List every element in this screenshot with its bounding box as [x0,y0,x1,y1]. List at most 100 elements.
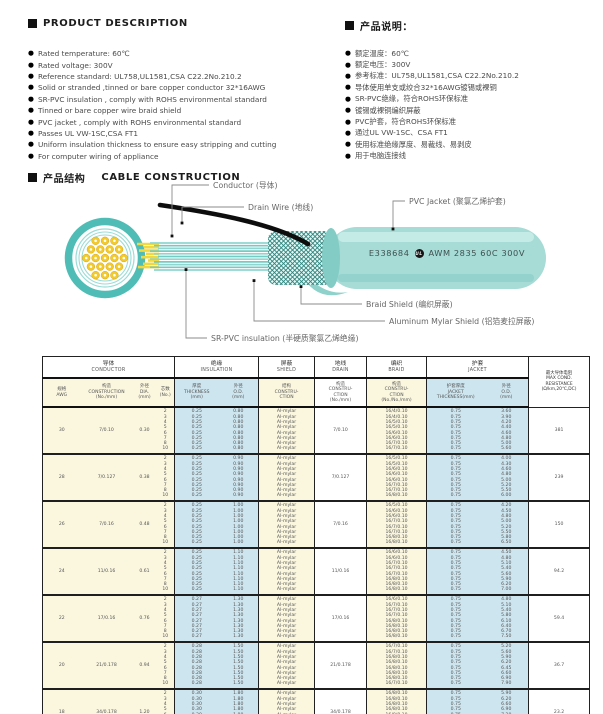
bullet-text: 额定温度：60℃ [354,48,409,58]
conductor-dia: 1.20 [132,689,157,714]
bullet-icon: ● [345,60,351,69]
col-sub-header: 构造 CONSTRU- CTION (No./mm) [314,377,367,408]
bullet-text: 使用标准绝缘厚度、易裁线、易剥皮 [354,139,472,149]
col-group-insulation: 绝缘 INSULATION [174,356,260,379]
bullet-item: ● 导体使用单支或绞合32*16AWG镀锡或裸铜 [345,82,519,93]
braid-construction: 16/6/0.10 16/7/0.10 16/7/0.10 16/7/0.10 16/8… [366,595,427,643]
bullet-icon: ● [28,117,34,126]
bullet-text: 参考标准：UL758,UL1581,CSA C22.2No.210.2 [354,71,519,81]
drain-construction: 11/0.16 [314,548,367,596]
bullet-text: PVC jacket , comply with ROHS environmen… [37,117,242,127]
jacket-od: 4.00 4.30 4.60 4.80 5.00 5.20 5.50 6.00 [484,454,529,502]
max-resistance: 239 [528,454,590,502]
braid-shield-graphic [268,231,332,285]
cable-cutaway [137,202,546,296]
conductor-dia: 0.76 [132,595,157,643]
conductor-dia: 0.30 [132,407,157,455]
braid-construction: 16/5/0.10 16/5/0.10 16/6/0.10 16/6/0.10 16/6… [366,454,427,502]
bullet-item: ● 额定温度：60℃ [345,48,519,59]
insulation-od: 0.90 0.90 0.90 0.90 0.90 0.90 0.90 0.90 [218,454,259,502]
insulation-od: 1.00 1.00 1.00 1.00 1.00 1.00 1.00 1.00 [218,501,259,549]
drain-construction: 7/0.10 [314,407,367,455]
bullet-item: ● 用于电脑连接线 [345,151,519,162]
bullet-icon: ● [28,60,34,69]
insulation-thickness: 0.25 0.25 0.25 0.25 0.25 0.25 0.25 0.25 [174,454,219,502]
bullet-item: ● Tinned or bare copper wire braid shield [28,105,276,116]
pvc-jacket-label: PVC Jacket (聚氯乙烯护套) [409,197,506,206]
product-description-list: ● Rated temperature: 60℃ ● Rated voltage: 3… [28,48,276,162]
bullet-icon: ● [345,129,351,138]
bullet-text: SR-PVC绝缘，符合ROHS环保标准 [354,94,469,104]
spec-table: 导体 CONDUCTOR 绝缘 INSULATION 屏蔽 SHIELD 地线 DRAIN 编织… [41,356,591,714]
bullet-icon: ● [345,140,351,149]
bullet-text: For computer wiring of appliance [37,151,159,161]
max-resistance: 36.7 [528,642,590,690]
max-resistance: 94.2 [528,548,590,596]
bullet-item: ● Uniform insulation thickness to ensure … [28,139,276,150]
jacket-od: 5.906.206.606.907.207.507.808.20 [484,689,529,714]
product-description-title: PRODUCT DESCRIPTION [43,18,188,29]
insulation-od: 0.80 0.80 0.80 0.80 0.80 0.80 0.80 0.80 [218,407,259,455]
construction-title-en: CABLE CONSTRUCTION [101,172,241,183]
max-resistance: 381 [528,407,590,455]
jacket-shade [338,274,534,282]
bullet-text: Rated temperature: 60℃ [37,49,130,59]
bullet-text: 通过UL VW-1SC、CSA FT1 [354,128,448,138]
insulation-od: 1.10 1.10 1.10 1.10 1.10 1.10 1.10 1.10 [218,548,259,596]
bullet-item: ● 额定电压：300V [345,59,519,70]
bullet-text: Solid or stranded ,tinned or bare copper… [37,83,266,93]
insulation-od: 1.801.801.801.801.801.801.801.80 [218,689,259,714]
leader-lines [171,184,405,339]
awg-value: 20 [42,642,81,690]
bullet-text: 镀锡或裸铜编织屏蔽 [354,105,421,115]
cable-marking: E338684 UL AWM 2835 60C 300V [352,248,542,258]
ul-file-number: E338684 [368,248,410,258]
conductor-construction: 17/0.16 [80,595,133,643]
bullet-text: Passes UL VW-1SC,CSA FT1 [37,128,138,138]
product-description-heading: PRODUCT DESCRIPTION [28,18,188,29]
bullet-icon: ● [28,106,34,115]
bullet-item: ● Rated voltage: 300V [28,59,276,70]
bullet-icon: ● [28,83,34,92]
bullet-icon: ● [345,49,351,58]
product-notes-cn-heading: 产品说明： [345,18,413,33]
bullet-icon: ● [28,94,34,103]
insulation-thickness: 0.300.300.300.300.300.300.300.30 [174,689,219,714]
braid-shield-label: Braid Shield (编织屏蔽) [366,300,453,309]
drain-wire-label: Drain Wire (地线) [248,203,314,212]
ul-mark-icon: UL [414,248,424,258]
product-notes-cn-list: ● 额定温度：60℃ ● 额定电压：300V ● 参考标准：UL758,UL1581,CS… [345,48,519,162]
bullet-text: 用于电脑连接线 [354,151,407,161]
section-square-icon [28,19,37,28]
insulation-thickness: 0.27 0.27 0.27 0.27 0.27 0.27 0.27 0.27 [174,595,219,643]
bullet-icon: ● [345,106,351,115]
bullet-item: ● Passes UL VW-1SC,CSA FT1 [28,128,276,139]
braid-construction: 16/5/0.10 16/6/0.10 16/6/0.10 16/7/0.10 16/7… [366,501,427,549]
bullet-item: ● 通过UL VW-1SC、CSA FT1 [345,128,519,139]
sr-pvc-insulation-label: SR-PVC insulation (半硬质聚氯乙烯绝缘) [211,334,359,343]
ul-style-text: AWM 2835 60C 300V [428,248,526,258]
col-sub-header: 护套厚度 JACKET THICKNESS(mm) [426,377,485,408]
cable-diagram [64,184,546,339]
bullet-item: ● SR-PVC insulation , comply with ROHS en… [28,94,276,105]
braid-construction: 16/7/0.10 16/7/0.10 16/8/0.10 16/8/0.10 16/8… [366,642,427,690]
insulation-thickness: 0.25 0.25 0.25 0.25 0.25 0.25 0.25 0.25 [174,407,219,455]
bullet-text: 导体使用单支或绞合32*16AWG镀锡或裸铜 [354,82,497,92]
jacket-od: 4.20 4.50 4.80 5.00 5.20 5.50 5.80 6.50 [484,501,529,549]
max-resistance: 59.4 [528,595,590,643]
insulation-thickness: 0.25 0.25 0.25 0.25 0.25 0.25 0.25 0.25 [174,501,219,549]
jacket-cut-edge [322,228,340,288]
bullet-text: 额定电压：300V [354,60,411,70]
col-group-jacket: 护套 JACKET [426,356,530,379]
col-sub-header: 厚度 THICKNESS (mm) [174,377,219,408]
spec-row-awg-22: 22 17/0.16 0.76 2 3 4 5 6 7 8 10 0.27 0.27 0.27 0.27 0.… [42,595,590,643]
section-square-icon [345,21,354,30]
